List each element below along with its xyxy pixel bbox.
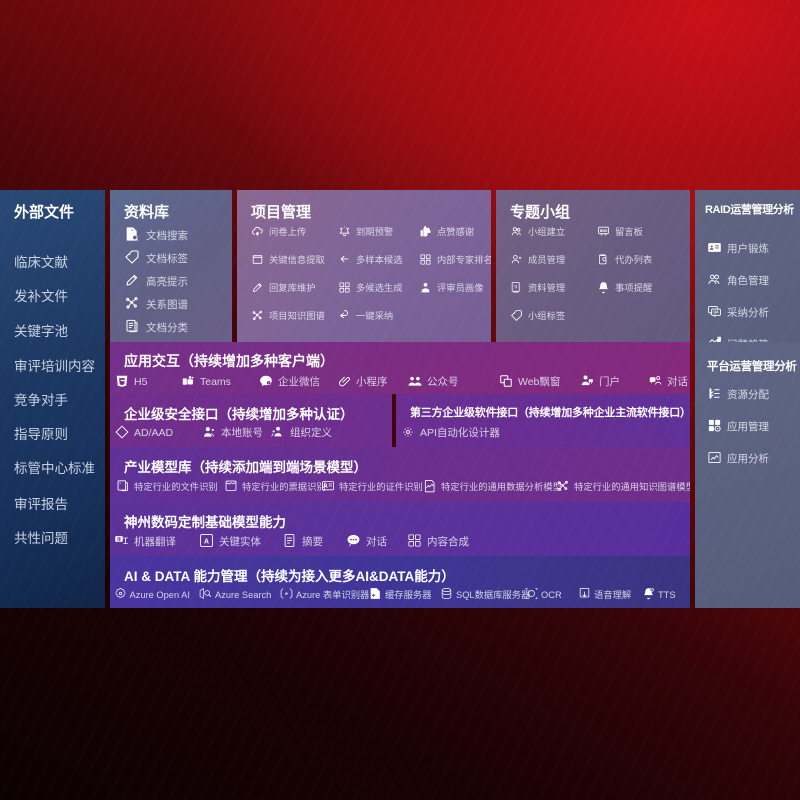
svg-text:e: e: [285, 592, 288, 597]
svg-text:A: A: [204, 538, 209, 545]
svg-text:译: 译: [117, 537, 121, 542]
svg-text:BBS: BBS: [600, 229, 608, 233]
svg-text:TTS: TTS: [649, 589, 654, 592]
svg-text:QA: QA: [713, 310, 719, 314]
